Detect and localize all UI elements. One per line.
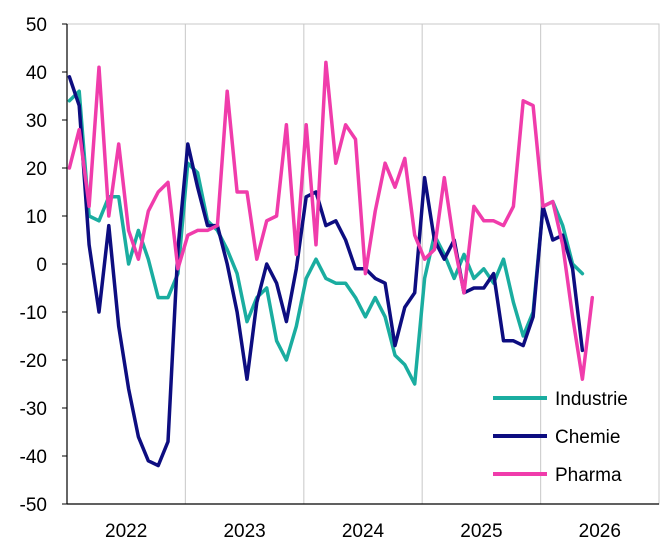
legend: Industrie Chemie Pharma — [493, 389, 628, 486]
x-tick-label: 2024 — [342, 521, 385, 542]
y-tick-label: -50 — [20, 495, 47, 516]
x-tick-label: 2025 — [460, 521, 502, 542]
x-tick-label: 2026 — [579, 521, 621, 542]
legend-label-chemie: Chemie — [555, 427, 620, 448]
y-tick-label: -40 — [20, 447, 47, 468]
grid-lines — [184, 24, 542, 504]
y-tick-label: 20 — [26, 159, 47, 180]
y-tick-label: 40 — [26, 63, 47, 84]
y-tick-label: -10 — [20, 303, 47, 324]
legend-label-pharma: Pharma — [555, 465, 622, 486]
x-tick-label: 2023 — [223, 521, 265, 542]
axes — [62, 23, 660, 505]
y-axis-tick-labels: 50 40 30 20 10 0 -10 -20 -30 -40 -50 — [20, 15, 47, 516]
series-line-industrie — [67, 89, 585, 386]
y-tick-label: -30 — [20, 399, 47, 420]
legend-label-industrie: Industrie — [555, 389, 628, 410]
y-tick-label: 0 — [36, 255, 47, 276]
series-line-pharma — [67, 60, 595, 381]
x-axis-tick-labels: 2022 2023 2024 2025 2026 — [105, 521, 621, 542]
y-tick-label: 30 — [26, 111, 47, 132]
y-tick-label: -20 — [20, 351, 47, 372]
x-tick-label: 2022 — [105, 521, 147, 542]
y-tick-label: 10 — [26, 207, 47, 228]
series-lines — [67, 60, 595, 468]
y-tick-label: 50 — [26, 15, 47, 36]
series-line-chemie — [67, 75, 585, 468]
